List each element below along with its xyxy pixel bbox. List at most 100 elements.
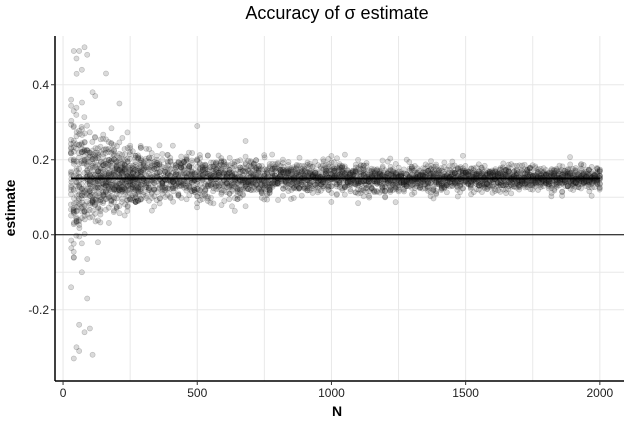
data-point [121,166,128,173]
data-point [68,144,74,151]
data-point [86,189,93,195]
data-point [92,134,98,140]
data-point [226,196,233,203]
data-point [89,138,96,145]
data-point [100,162,107,168]
data-point [103,196,109,203]
data-point [116,139,123,146]
data-point [100,180,107,187]
data-point [580,162,587,168]
data-point [79,192,85,199]
data-point [102,171,109,178]
data-point [76,182,82,189]
data-point [189,159,195,166]
data-point [113,165,120,172]
data-point [79,208,85,215]
data-point [71,158,77,165]
y-tick-label: -0.2 [28,303,49,317]
data-point [89,164,96,171]
data-point [76,225,83,231]
data-point [103,188,109,195]
data-point [75,198,82,204]
data-point [92,161,99,168]
data-point [81,208,88,215]
data-point [76,217,82,223]
data-point [67,149,74,156]
data-point [70,254,77,261]
data-point [68,182,75,189]
data-point [108,149,115,156]
data-point [124,182,131,189]
data-point [81,207,88,214]
chart-title: Accuracy of σ estimate [245,3,428,23]
data-point [588,163,595,170]
data-point [89,200,96,207]
data-point [84,207,90,214]
data-point [68,245,75,252]
data-point [119,186,126,193]
data-point [103,145,109,152]
data-point [121,164,128,171]
data-point [92,171,99,178]
data-point [84,186,91,193]
data-point [76,222,83,228]
data-point [95,204,102,211]
data-point [285,159,292,165]
data-point [121,167,128,174]
grid [55,36,624,381]
data-point [108,186,115,192]
data-points [67,44,603,362]
data-point [73,129,80,136]
data-point [70,148,77,155]
data-point [89,197,96,204]
data-point [78,146,85,153]
data-point [84,156,90,162]
data-point [231,208,238,214]
data-point [111,186,118,193]
data-point [105,186,112,193]
data-point [116,186,123,193]
data-point [70,248,77,255]
data-point [122,151,128,158]
data-point [97,199,104,205]
data-point [105,171,112,177]
data-point [108,193,115,200]
data-point [103,188,110,195]
data-point [100,192,107,198]
data-point [97,149,104,155]
data-point [379,157,386,164]
data-point [392,199,399,206]
data-point [87,165,94,172]
data-point [100,169,107,175]
data-point [105,204,112,211]
data-point [76,348,83,354]
data-point [105,170,112,177]
data-point [328,199,335,205]
data-point [355,156,361,163]
data-point [87,158,93,165]
data-point [70,254,77,261]
data-point [68,212,74,219]
data-point [113,179,120,186]
data-point [111,195,118,202]
data-point [111,181,118,188]
data-point [86,129,93,136]
data-point [87,152,94,159]
data-point [81,212,88,219]
data-point [119,166,126,173]
data-point [84,147,91,154]
data-point [127,167,134,174]
data-point [111,186,118,192]
data-point [92,93,99,99]
data-point [111,152,117,159]
data-point [92,149,99,156]
data-point [111,184,118,191]
data-point [92,199,99,206]
data-point [81,139,88,145]
data-point [127,179,134,186]
data-point [261,152,268,159]
data-point [76,195,82,202]
y-axis-label: estimate [2,179,18,236]
data-point [116,170,123,177]
data-point [116,187,123,194]
